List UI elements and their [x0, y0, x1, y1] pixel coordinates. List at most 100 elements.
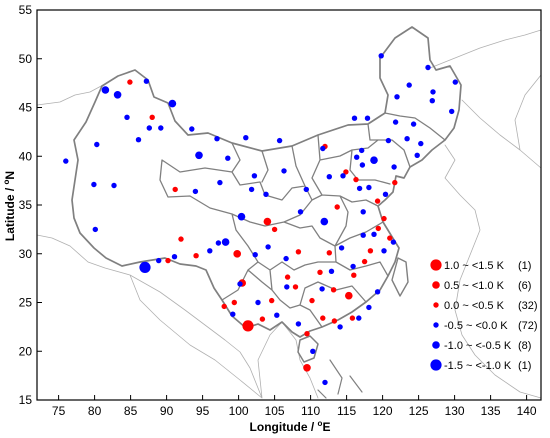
- x-tick-label-105: 105: [265, 404, 285, 418]
- station-marker-74: [146, 125, 152, 131]
- station-marker-92: [360, 232, 366, 238]
- station-marker-32: [172, 186, 178, 193]
- station-marker-89: [366, 184, 372, 191]
- station-marker-99: [337, 324, 343, 330]
- legend-label-4: -1.0 ~ <-0.5 K: [444, 340, 512, 352]
- station-marker-18: [331, 318, 338, 324]
- legend-label-5: -1.5 ~ <-1.0 K: [444, 360, 512, 372]
- station-marker-23: [374, 198, 381, 204]
- legend-count-5: (1): [518, 360, 531, 372]
- legend-marker-2: [433, 302, 439, 308]
- station-marker-123: [414, 152, 420, 158]
- station-marker-22: [387, 235, 393, 241]
- station-marker-44: [221, 238, 230, 246]
- y-tick-label-25: 25: [19, 296, 33, 310]
- station-marker-16: [309, 297, 315, 304]
- station-marker-53: [410, 121, 417, 127]
- legend: 1.0 ~ <1.5 K (1) 0.5 ~ <1.0 K (6) 0.0 ~ <0.5…: [430, 259, 538, 372]
- station-marker-107: [295, 321, 302, 327]
- x-tick-label-135: 135: [481, 404, 501, 418]
- station-marker-116: [251, 173, 258, 179]
- station-marker-106: [284, 284, 290, 290]
- x-tick-label-130: 130: [445, 404, 465, 418]
- station-marker-101: [338, 245, 345, 251]
- station-marker-95: [390, 239, 397, 245]
- station-marker-103: [283, 255, 289, 262]
- station-marker-42: [168, 99, 177, 108]
- station-marker-65: [243, 135, 249, 141]
- station-marker-13: [295, 249, 302, 255]
- station-marker-47: [101, 86, 110, 94]
- station-marker-25: [353, 176, 359, 183]
- station-marker-114: [92, 226, 99, 233]
- legend-label-3: -0.5 ~ <0.0 K: [444, 320, 508, 332]
- station-marker-83: [303, 186, 309, 193]
- station-marker-110: [207, 248, 213, 254]
- legend-count-2: (32): [518, 300, 538, 312]
- station-marker-119: [274, 312, 280, 318]
- x-tick-label-85: 85: [124, 404, 138, 418]
- station-marker-48: [370, 156, 378, 164]
- x-axis-title: Longitude / oE: [250, 419, 331, 434]
- station-marker-24: [392, 179, 398, 186]
- station-marker-64: [276, 137, 283, 144]
- station-marker-69: [124, 114, 130, 121]
- station-marker-100: [328, 268, 335, 274]
- station-marker-49: [425, 64, 431, 71]
- station-marker-52: [449, 108, 455, 115]
- x-tick-label-80: 80: [88, 404, 102, 418]
- station-marker-14: [292, 284, 299, 290]
- station-marker-20: [375, 225, 381, 232]
- legend-label-0: 1.0 ~ <1.5 K: [444, 260, 505, 272]
- national-boundary: [71, 26, 462, 338]
- station-marker-28: [367, 248, 374, 254]
- station-marker-77: [192, 188, 199, 195]
- station-marker-39: [269, 297, 275, 304]
- station-marker-96: [374, 289, 381, 295]
- station-marker-118: [230, 311, 236, 317]
- station-marker-38: [221, 303, 227, 310]
- legend-count-3: (72): [518, 320, 538, 332]
- station-marker-59: [394, 94, 400, 100]
- station-marker-60: [392, 119, 399, 125]
- station-marker-33: [149, 114, 155, 121]
- station-marker-86: [354, 154, 360, 160]
- station-marker-15: [284, 274, 291, 280]
- station-marker-111: [215, 240, 222, 246]
- station-marker-98: [356, 315, 362, 321]
- station-marker-8: [317, 269, 323, 275]
- station-marker-10: [351, 272, 357, 278]
- station-marker-41: [113, 91, 122, 99]
- station-marker-9: [330, 287, 337, 293]
- station-marker-2: [259, 316, 266, 322]
- station-marker-62: [351, 115, 358, 121]
- y-tick-label-45: 45: [19, 101, 33, 115]
- station-marker-45: [237, 212, 246, 221]
- station-marker-0: [242, 320, 254, 332]
- station-marker-84: [326, 174, 332, 180]
- station-marker-76: [143, 78, 150, 84]
- x-tick-label-115: 115: [337, 404, 356, 418]
- station-marker-51: [429, 98, 435, 104]
- station-marker-70: [94, 141, 100, 148]
- station-marker-115: [225, 155, 231, 161]
- station-marker-21: [381, 215, 387, 222]
- x-tick-label-120: 120: [373, 404, 393, 418]
- y-tick-label-20: 20: [19, 344, 33, 358]
- x-tick-label-90: 90: [160, 404, 174, 418]
- x-tick-label-75: 75: [52, 404, 66, 418]
- y-axis: 15 20 25 30 35 40 45 50 55: [19, 3, 42, 407]
- station-marker-55: [452, 79, 458, 85]
- station-marker-46: [320, 217, 329, 226]
- station-marker-7: [345, 291, 353, 300]
- station-marker-90: [382, 191, 389, 197]
- station-marker-102: [350, 263, 356, 270]
- station-marker-5: [233, 250, 241, 258]
- x-axis: 75 80 85 90 95 100 105 110 115 120 125 130 135 140: [52, 395, 537, 418]
- station-marker-79: [248, 186, 255, 193]
- station-marker-122: [391, 164, 397, 170]
- station-marker-112: [171, 254, 178, 260]
- x-tick-label-140: 140: [517, 404, 537, 418]
- y-tick-label-55: 55: [19, 3, 33, 17]
- station-markers: [63, 53, 458, 386]
